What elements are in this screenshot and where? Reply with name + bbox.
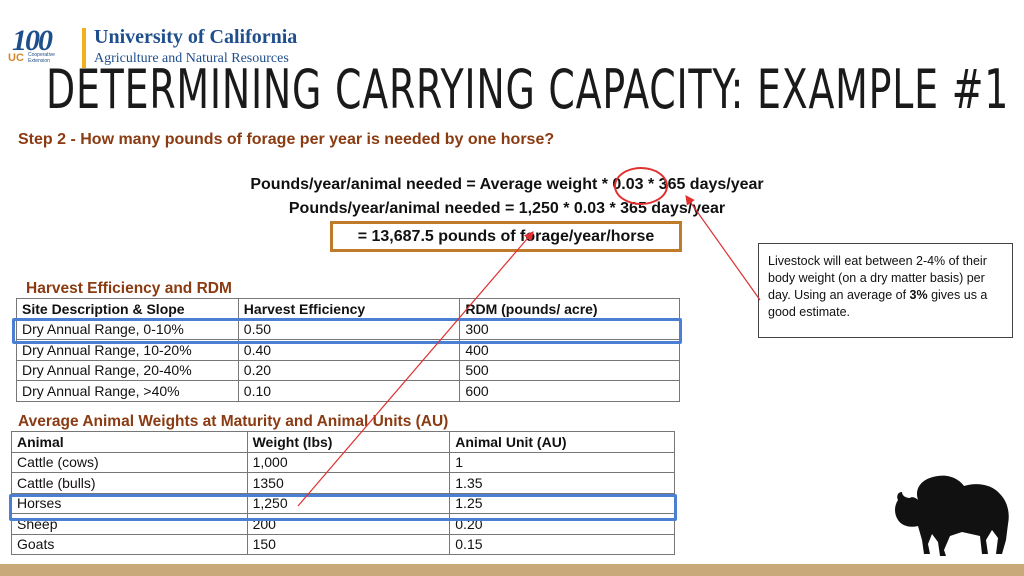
table-row: Goats 150 0.15	[11, 533, 675, 555]
percentage-arrow	[685, 195, 761, 301]
table-cell: 0.15	[449, 533, 675, 555]
table-cell: 0.40	[237, 339, 461, 361]
footer-bar	[0, 564, 1024, 576]
table-header-row: Site Description & Slope Harvest Efficie…	[16, 298, 680, 320]
column-header: Site Description & Slope	[16, 298, 239, 320]
column-header: Weight (lbs)	[246, 431, 451, 453]
table-header-row: Animal Weight (lbs) Animal Unit (AU)	[11, 431, 675, 453]
university-name: University of California	[94, 26, 298, 48]
note-text-after: gives us a good estimate.	[768, 288, 988, 319]
table-cell: 600	[459, 380, 680, 402]
table-cell: 0.10	[237, 380, 461, 402]
step-question: Step 2 - How many pounds of forage per y…	[18, 131, 555, 148]
table-cell: 150	[246, 533, 451, 555]
cooperative-extension-mark: Cooperative Extension	[28, 52, 55, 64]
table-cell: Cattle (cows)	[11, 451, 248, 473]
table-row: Dry Annual Range, 20-40% 0.20 500	[16, 359, 680, 381]
centennial-mark: 100	[12, 24, 53, 57]
column-header: RDM (pounds/ acre)	[459, 298, 680, 320]
uc-anr-logo: 100 UC Cooperative Extension University …	[8, 24, 308, 70]
livestock-note: Livestock will eat between 2-4% of their…	[758, 243, 1013, 338]
row-highlight-dry-range	[12, 318, 682, 344]
table-row: Horses 1,250 1.25	[11, 492, 675, 514]
table-cell: Goats	[11, 533, 248, 555]
bison-icon	[895, 475, 1009, 556]
note-text-before: Livestock will eat between 2-4% of their…	[768, 254, 987, 302]
animal-table-title: Average Animal Weights at Maturity and A…	[18, 413, 449, 430]
table-row: Dry Annual Range, 0-10% 0.50 300	[16, 318, 680, 340]
weight-arrow	[297, 231, 534, 507]
formula-result: = 13,687.5 pounds of forage/year/horse	[330, 221, 682, 252]
table-row: Cattle (bulls) 1350 1.35	[11, 472, 675, 494]
uc-mark: UC	[8, 52, 24, 64]
percentage-highlight-circle	[614, 167, 668, 205]
logo-divider	[82, 28, 86, 68]
table-cell: 1350	[246, 472, 451, 494]
table-cell: Dry Annual Range, >40%	[16, 380, 239, 402]
table-row: Dry Annual Range, >40% 0.10 600	[16, 380, 680, 402]
animal-weights-table: Animal Weight (lbs) Animal Unit (AU) Cat…	[11, 431, 675, 555]
page-title: DETERMINING CARRYING CAPACITY: EXAMPLE #…	[46, 58, 1010, 121]
division-name: Agriculture and Natural Resources	[94, 51, 289, 66]
formula-line-2: Pounds/year/animal needed = 1,250 * 0.03…	[288, 200, 726, 217]
column-header: Harvest Efficiency	[237, 298, 461, 320]
note-highlight: 3%	[909, 288, 928, 302]
harvest-table-title: Harvest Efficiency and RDM	[26, 280, 232, 297]
harvest-efficiency-table: Site Description & Slope Harvest Efficie…	[16, 298, 680, 402]
row-highlight-horses	[9, 494, 677, 521]
